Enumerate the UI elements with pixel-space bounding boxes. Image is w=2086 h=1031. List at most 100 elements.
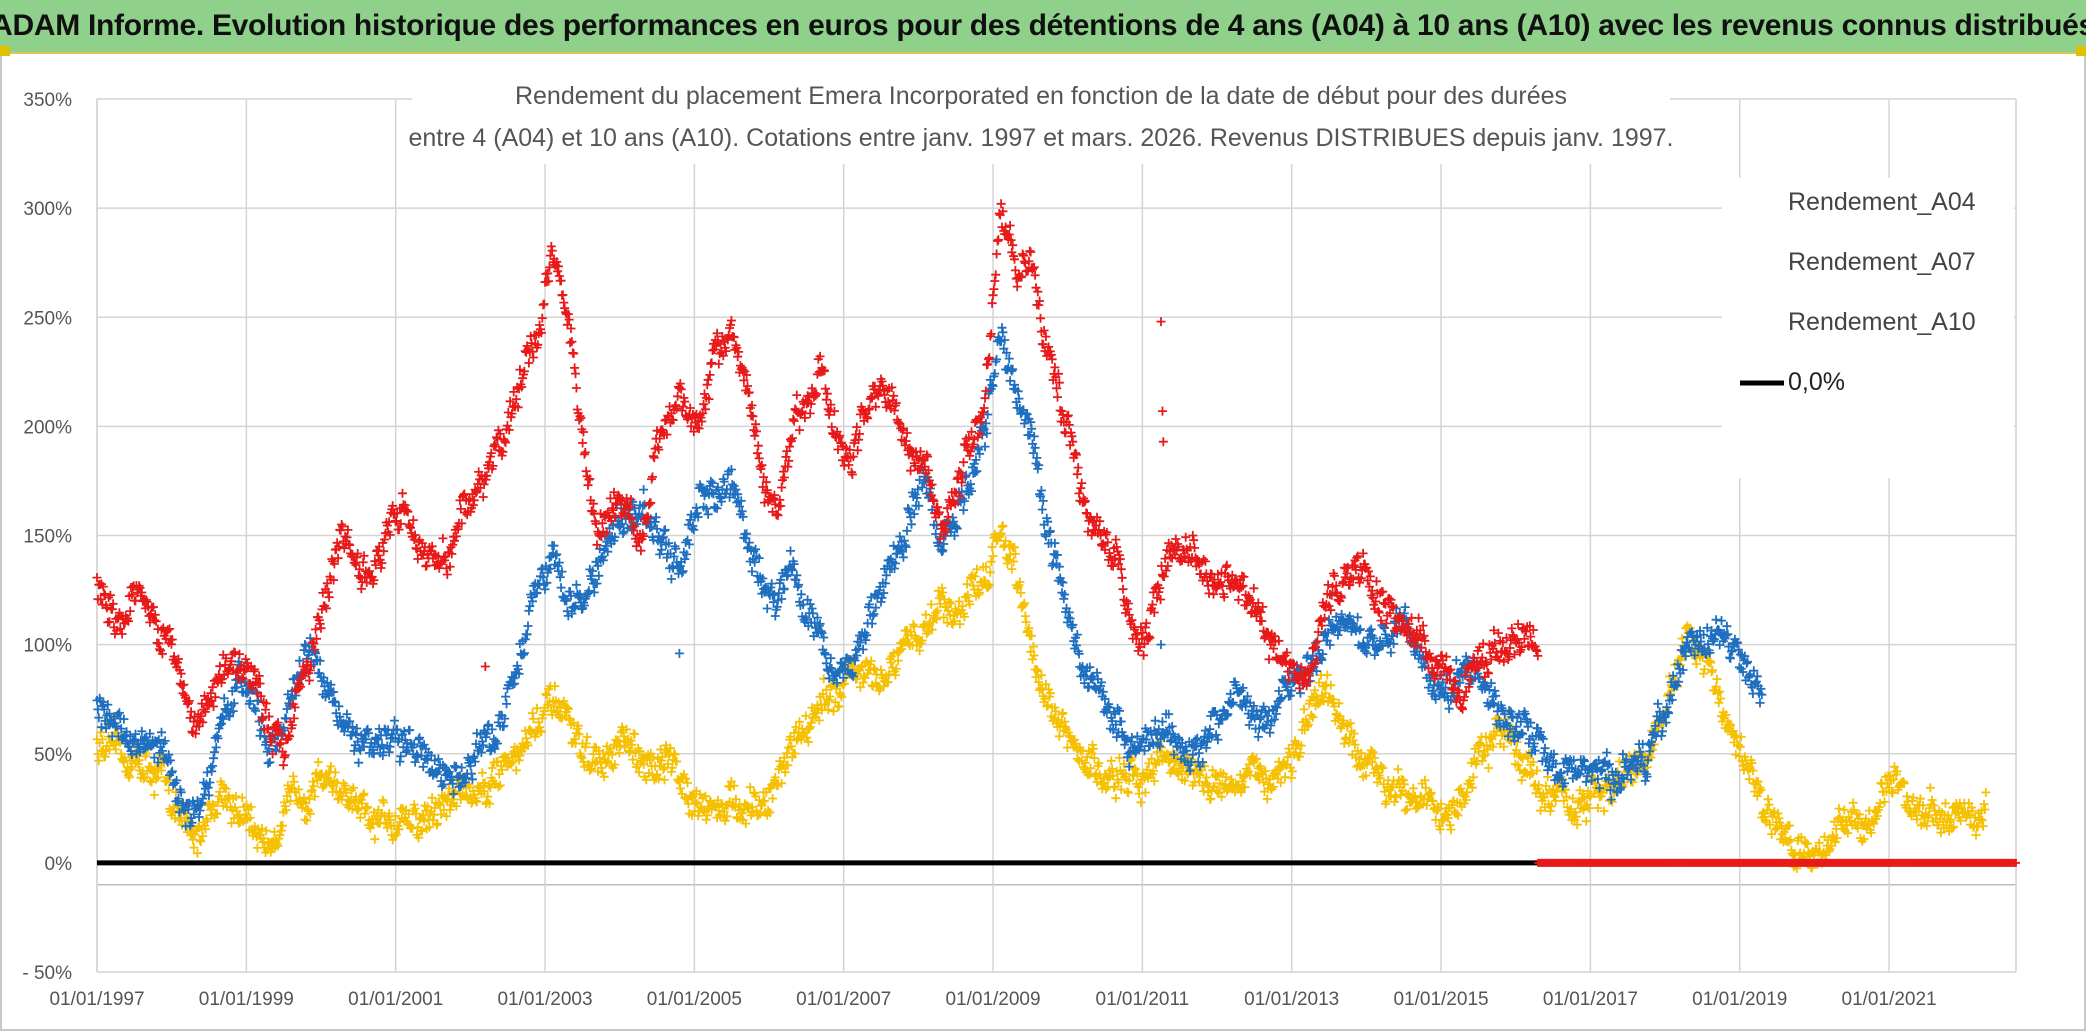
point-rendement_a07 (571, 580, 581, 590)
point-rendement_a04 (550, 681, 560, 691)
point-rendement_a04 (1428, 796, 1438, 806)
point-rendement_a04 (814, 715, 824, 725)
point-rendement_a07 (651, 512, 661, 522)
point-rendement_a04 (932, 614, 942, 624)
point-rendement_a04 (1436, 799, 1446, 809)
point-rendement_a04 (987, 542, 997, 552)
point-rendement_a04 (1350, 740, 1360, 750)
scatter-chart: 350%300%250%200%150%100%50%0%- 50% 01/01… (22, 60, 2020, 1010)
point-rendement_a04 (1088, 744, 1098, 754)
point-rendement_a04 (1003, 555, 1013, 565)
point-rendement_a04 (1399, 779, 1409, 789)
point-rendement_a04 (1217, 792, 1226, 802)
point-rendement_a04 (962, 579, 972, 589)
point-rendement_a04 (123, 770, 133, 780)
point-rendement_a04 (1303, 720, 1313, 730)
point-rendement_a04 (893, 656, 903, 666)
point-rendement_a07 (657, 545, 666, 555)
point-rendement_a04 (915, 646, 925, 656)
point-rendement_a04 (1024, 623, 1034, 633)
point-rendement_a04 (1334, 698, 1344, 708)
point-rendement_a04 (1124, 776, 1134, 786)
point-rendement_a04 (1041, 679, 1051, 689)
point-rendement_a04 (485, 799, 494, 809)
point-rendement_a04 (720, 816, 730, 826)
point-rendement_a04 (1021, 617, 1031, 627)
y-tick-label: 200% (23, 417, 72, 438)
point-rendement_a04 (801, 711, 811, 721)
point-rendement_a04 (745, 782, 755, 792)
point-rendement_a04 (1206, 794, 1216, 804)
point-rendement_a07 (867, 619, 877, 629)
point-rendement_a04 (1391, 792, 1401, 802)
point-rendement_a04 (1221, 772, 1231, 782)
point-rendement_a04 (812, 708, 821, 718)
point-rendement_a04 (944, 597, 954, 607)
x-tick-label: 01/01/2009 (945, 989, 1040, 1010)
point-rendement_a04 (1446, 825, 1456, 835)
point-rendement_a04 (1296, 741, 1306, 751)
point-rendement_a04 (729, 781, 739, 791)
point-rendement_a04 (1226, 774, 1236, 784)
point-rendement_a04 (472, 797, 482, 807)
point-rendement_a04 (326, 761, 336, 771)
point-rendement_a04 (379, 797, 389, 807)
point-rendement_a04 (1380, 787, 1390, 797)
point-rendement_a04 (1123, 788, 1133, 798)
point-rendement_a04 (1306, 710, 1316, 720)
point-rendement_a04 (634, 767, 644, 777)
point-rendement_a04 (755, 809, 765, 819)
point-rendement_a04 (641, 775, 651, 785)
point-rendement_a07 (209, 747, 219, 757)
point-rendement_a04 (153, 772, 163, 782)
point-rendement_a04 (1451, 809, 1461, 818)
x-tick-label: 01/01/2019 (1692, 989, 1787, 1010)
point-rendement_a04 (1195, 770, 1205, 780)
point-rendement_a04 (411, 809, 421, 819)
point-rendement_a07 (1008, 364, 1018, 374)
point-rendement_a07 (1444, 704, 1454, 714)
x-tick-label: 01/01/2001 (348, 989, 443, 1010)
point-rendement_a04 (508, 757, 518, 767)
point-rendement_a07 (451, 762, 461, 772)
point-rendement_a04 (1971, 830, 1981, 840)
point-rendement_a04 (615, 741, 625, 750)
point-rendement_a07 (1253, 732, 1263, 742)
point-rendement_a04 (1443, 813, 1453, 823)
point-rendement_a07 (762, 604, 772, 613)
point-rendement_a04 (1517, 775, 1527, 785)
point-rendement_a04 (702, 810, 712, 820)
point-rendement_a04 (212, 809, 222, 819)
point-rendement_a04 (189, 843, 199, 853)
banner-title: ADAM Informe. Evolution historique des p… (0, 9, 2086, 42)
point-rendement_a10 (316, 623, 326, 633)
point-rendement_a04 (1287, 766, 1297, 776)
point-rendement_a04 (563, 704, 573, 714)
point-rendement_a04 (582, 732, 592, 742)
point-rendement_a04 (423, 802, 433, 812)
point-rendement_a10 (235, 649, 244, 659)
point-rendement_a04 (1015, 577, 1025, 587)
point-rendement_a07 (1400, 602, 1410, 612)
point-rendement_a04 (542, 690, 552, 700)
point-rendement_a07 (522, 630, 532, 639)
point-rendement_a04 (955, 619, 965, 629)
point-rendement_a04 (765, 808, 775, 818)
point-rendement_a10 (547, 246, 557, 256)
point-rendement_a04 (1178, 763, 1188, 773)
point-rendement_a04 (970, 571, 980, 581)
y-axis-tick-labels: 350%300%250%200%150%100%50%0%- 50% (22, 90, 72, 984)
x-tick-label: 01/01/2013 (1244, 989, 1339, 1010)
point-rendement_a04 (1370, 753, 1380, 763)
point-rendement_a04 (202, 816, 212, 826)
point-rendement_a04 (1140, 788, 1150, 797)
point-rendement_a04 (307, 785, 317, 795)
point-rendement_a04 (803, 737, 813, 747)
point-rendement_a10 (278, 760, 288, 770)
y-tick-label: 100% (23, 636, 72, 657)
point-rendement_a10 (867, 393, 877, 403)
y-tick-label: 250% (23, 308, 72, 329)
point-rendement_a04 (984, 581, 994, 591)
point-rendement_a10 (648, 472, 657, 482)
point-rendement_a10 (805, 408, 815, 418)
